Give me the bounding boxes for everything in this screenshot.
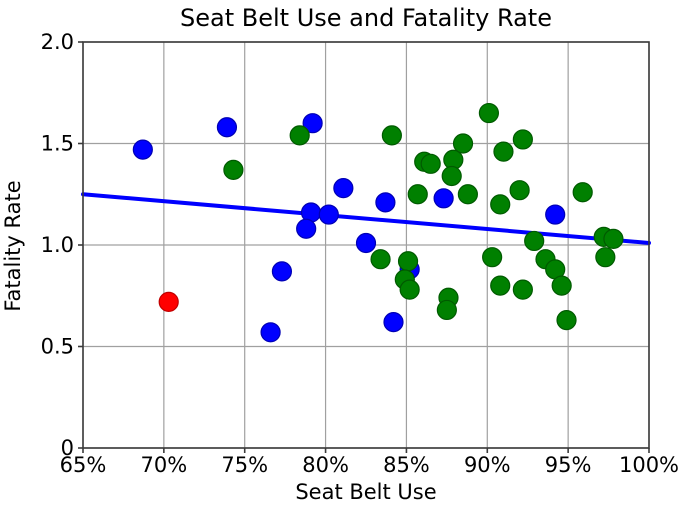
data-point	[482, 247, 503, 268]
data-point	[407, 184, 428, 205]
data-point	[397, 251, 419, 272]
data-point	[478, 102, 500, 124]
x-tick-label: 85%	[383, 453, 430, 477]
data-point	[381, 125, 402, 146]
data-point	[556, 310, 577, 331]
data-point	[271, 261, 293, 282]
data-point	[595, 247, 616, 268]
data-point	[509, 180, 530, 201]
data-point	[490, 275, 511, 296]
data-point	[289, 125, 310, 146]
y-tick-label: 1.0	[41, 233, 74, 257]
data-point	[370, 249, 391, 270]
data-point	[383, 312, 404, 333]
data-point	[512, 279, 533, 300]
y-tick-label: 0.5	[41, 335, 74, 359]
data-point	[457, 184, 478, 205]
x-tick-label: 95%	[545, 453, 592, 477]
data-point	[452, 133, 474, 154]
data-point	[260, 322, 281, 343]
x-tick-label: 70%	[141, 453, 188, 477]
data-point	[333, 178, 354, 199]
x-tick-label: 100%	[619, 453, 679, 477]
x-tick-label: 75%	[221, 453, 268, 477]
data-point	[302, 113, 323, 134]
data-point	[551, 275, 572, 296]
x-axis-label: Seat Belt Use	[295, 480, 437, 504]
data-point	[375, 192, 396, 213]
data-point	[433, 188, 454, 209]
trend-line	[81, 192, 651, 245]
y-tick-label: 2.0	[41, 30, 74, 54]
data-point	[158, 291, 179, 312]
data-point	[512, 129, 533, 150]
data-point	[132, 139, 153, 160]
x-tick-label: 90%	[464, 453, 511, 477]
data-point	[603, 228, 624, 250]
data-point	[572, 182, 593, 203]
y-tick-label: 0	[61, 436, 74, 460]
data-point	[223, 159, 244, 180]
data-point	[296, 218, 317, 239]
data-point	[545, 204, 566, 225]
data-point	[420, 153, 441, 174]
data-point	[490, 194, 511, 215]
x-tick-label: 80%	[302, 453, 349, 477]
x-tick-label: 65%	[60, 453, 107, 477]
y-tick-label: 1.5	[41, 132, 74, 156]
data-point	[216, 117, 238, 138]
data-point	[441, 165, 462, 187]
data-point	[355, 232, 377, 254]
data-point	[318, 204, 339, 225]
chart-title: Seat Belt Use and Fatality Rate	[180, 4, 552, 32]
data-point	[399, 279, 420, 300]
data-point	[493, 141, 514, 162]
data-point	[524, 230, 545, 252]
data-point	[436, 299, 457, 321]
